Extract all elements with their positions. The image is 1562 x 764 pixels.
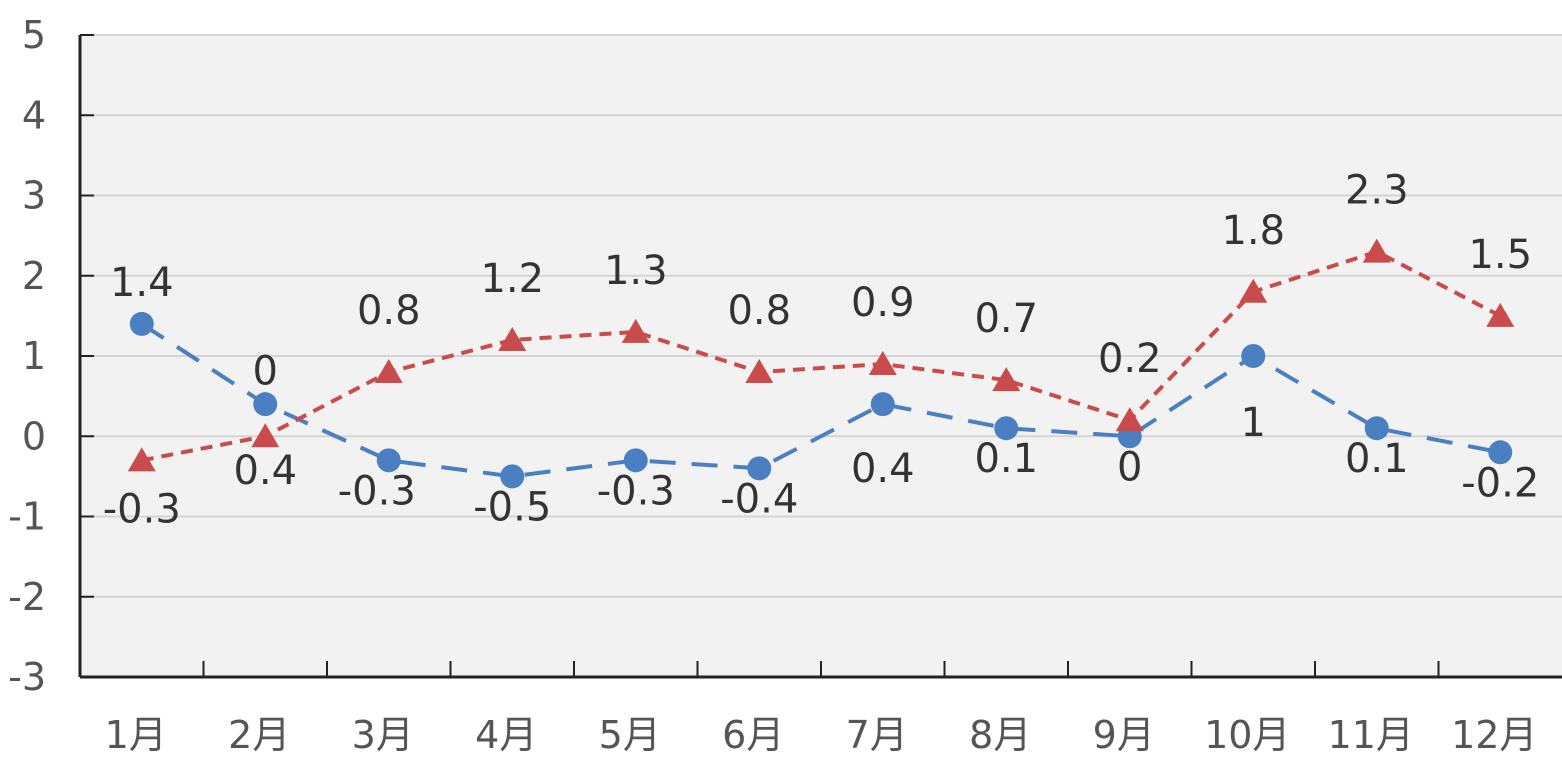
series-0-data-label-2: -0.3 (338, 468, 416, 514)
x-tick-label: 2月 (228, 713, 290, 757)
series-0-point-2 (376, 448, 401, 473)
series-1-point-6 (868, 351, 897, 376)
series-0-data-label-9: 1 (1241, 400, 1266, 446)
series-1-point-10 (1362, 238, 1391, 263)
series-1-point-7 (992, 367, 1021, 392)
series-1-data-label-9: 1.8 (1221, 208, 1285, 254)
y-tick-label: -2 (8, 575, 46, 619)
series-0-point-7 (994, 416, 1019, 441)
x-tick-label: 7月 (846, 713, 908, 757)
series-0-point-3 (500, 464, 525, 489)
series-1-data-label-6: 0.9 (851, 280, 915, 326)
x-tick-label: 10月 (1204, 713, 1290, 757)
series-1-point-5 (745, 359, 774, 384)
series-1-data-label-7: 0.7 (974, 296, 1038, 342)
series-1-data-label-2: 0.8 (357, 288, 421, 334)
series-1-data-label-5: 0.8 (727, 288, 791, 334)
series-0-data-label-6: 0.4 (851, 446, 915, 492)
x-tick-label: 3月 (352, 713, 414, 757)
x-tick-label: 1月 (105, 713, 167, 757)
y-tick-label: 4 (22, 93, 46, 137)
x-tick-label: 9月 (1093, 713, 1155, 757)
y-tick-label: -3 (8, 655, 46, 699)
axes: -3 -2 -1 0 1 2 3 4 5 1月 2月 3月 4月 5月 6月 7月 8月 9月 10月 11月 12月 (8, 13, 1562, 757)
series-1-data-label-8: 0.2 (1098, 336, 1162, 382)
x-tick-label: 4月 (475, 713, 537, 757)
series-1-data-label-10: 2.3 (1345, 168, 1409, 214)
series-1-point-1 (251, 423, 280, 448)
x-tick-label: 12月 (1451, 713, 1537, 757)
series-1-point-4 (621, 318, 650, 343)
series-1-data-label-11: 1.5 (1468, 232, 1532, 278)
series-0-data-label-5: -0.4 (720, 476, 798, 522)
series-1-point-8 (1115, 407, 1144, 432)
series-0-data-label-1: 0.4 (233, 448, 297, 494)
series-0-line (140, 322, 1501, 479)
series-0-data-label-4: -0.3 (597, 468, 675, 514)
series-1-point-3 (498, 326, 527, 351)
y-tick-label: 5 (22, 13, 46, 57)
x-tick-label: 6月 (722, 713, 784, 757)
series-1-line (141, 249, 1502, 463)
series-0-point-1 (253, 392, 278, 417)
series-0-data-label-7: 0.1 (974, 436, 1038, 482)
series-1-point-2 (374, 359, 403, 384)
series-1-data-label-3: 1.2 (480, 256, 544, 302)
series-0-point-9 (1241, 344, 1266, 368)
series-1-data-label-0: -0.3 (103, 486, 181, 532)
y-tick-label: -1 (8, 495, 46, 539)
series-0-point-0 (129, 311, 154, 336)
y-tick-label: 3 (22, 174, 46, 218)
series-1-point-0 (127, 447, 156, 472)
series-1-data-label-4: 1.3 (604, 248, 668, 294)
y-tick-label: 0 (22, 414, 46, 458)
series (127, 238, 1515, 489)
series-0-point-11 (1488, 440, 1513, 465)
x-tick-label: 8月 (969, 713, 1031, 757)
series-0-data-label-10: 0.1 (1345, 436, 1409, 482)
series-0-point-4 (623, 448, 648, 473)
x-tick-label: 11月 (1328, 713, 1414, 757)
series-0-data-label-11: -0.2 (1461, 460, 1539, 506)
series-1-data-label-1: 0 (253, 348, 278, 394)
series-0-point-5 (747, 456, 772, 481)
series-1-point-11 (1486, 302, 1515, 327)
series-0-data-label-3: -0.5 (473, 484, 551, 530)
series-0-point-10 (1364, 416, 1389, 441)
series-1-point-9 (1239, 278, 1268, 303)
x-tick-label: 5月 (599, 713, 661, 757)
series-0-data-label-8: 0 (1117, 444, 1142, 490)
series-0-point-6 (870, 392, 895, 417)
y-tick-label: 1 (22, 334, 46, 378)
series-0-data-label-0: 1.4 (110, 260, 174, 306)
y-tick-label: 2 (22, 254, 46, 298)
data-labels: 1.4 0.4 -0.3 -0.5 -0.3 -0.4 0.4 0.1 0 1 0.1 -0.2 -0.… (103, 168, 1540, 533)
